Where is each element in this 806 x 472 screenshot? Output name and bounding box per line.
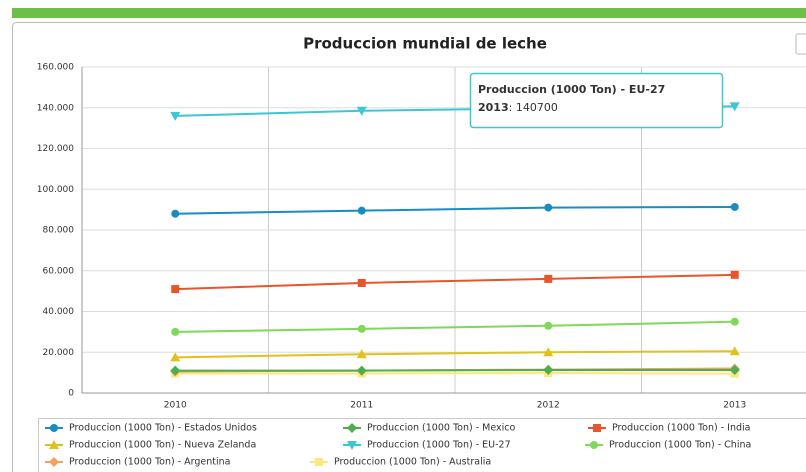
- point: [544, 274, 553, 283]
- y-tick-label: 160.000: [37, 63, 74, 73]
- tooltip-number: 140700: [516, 101, 558, 114]
- point: [170, 352, 181, 362]
- legend-label: Produccion (1000 Ton) - Argentina: [69, 457, 231, 468]
- legend-box: [38, 418, 806, 472]
- series-line: [175, 350, 735, 359]
- tooltip-box: [469, 72, 724, 129]
- legend-label: Produccion (1000 Ton) - Australia: [334, 457, 491, 468]
- panel: [12, 22, 806, 472]
- point: [730, 202, 739, 211]
- series-line: [175, 320, 735, 333]
- point: [730, 270, 739, 279]
- point: [729, 346, 740, 356]
- point: [730, 317, 739, 326]
- legend-label: Produccion (1000 Ton) - Mexico: [367, 423, 516, 434]
- y-tick-label: 0: [68, 389, 74, 399]
- legend-marker: [347, 423, 357, 433]
- legend-label: Produccion (1000 Ton) - Nueva Zelanda: [69, 440, 256, 451]
- series-line: [175, 205, 735, 215]
- y-tick-label: 40.000: [43, 307, 75, 317]
- point: [357, 206, 366, 215]
- menu-button[interactable]: [795, 33, 806, 55]
- x-tick-label: 2011: [350, 401, 373, 411]
- point: [543, 347, 554, 357]
- y-tick-label: 120.000: [37, 144, 74, 154]
- x-tick-label: 2013: [723, 401, 746, 411]
- point: [544, 321, 553, 330]
- point: [356, 365, 367, 376]
- x-tick-label: 2012: [537, 401, 560, 411]
- y-tick-label: 60.000: [43, 266, 75, 276]
- tooltip-category: 2013: [478, 101, 509, 114]
- legend-marker: [49, 440, 59, 449]
- legend-label: Produccion (1000 Ton) - EU-27: [367, 440, 511, 451]
- top-bar: [12, 8, 806, 18]
- point: [357, 278, 366, 287]
- legend-marker: [49, 457, 59, 467]
- y-tick-label: 140.000: [37, 103, 74, 113]
- point: [171, 209, 180, 218]
- tooltip-value: 2013: 140700: [478, 101, 558, 114]
- y-tick-label: 100.000: [37, 185, 74, 195]
- legend-label: Produccion (1000 Ton) - Estados Unidos: [69, 423, 257, 434]
- point: [356, 106, 367, 116]
- y-tick-label: 20.000: [43, 348, 75, 358]
- point: [171, 327, 180, 336]
- point: [544, 203, 553, 212]
- point: [170, 111, 181, 121]
- tooltip-title: Produccion (1000 Ton) - EU-27: [478, 83, 665, 96]
- legend-marker: [347, 441, 357, 450]
- legend-marker: [590, 441, 598, 449]
- series-line: [175, 372, 735, 375]
- series-line: [175, 368, 735, 372]
- legend-label: Produccion (1000 Ton) - India: [612, 423, 750, 434]
- point: [729, 364, 740, 375]
- chart-title: Produccion mundial de leche: [303, 35, 547, 53]
- point: [729, 102, 740, 112]
- point: [170, 365, 181, 376]
- point: [171, 285, 180, 294]
- legend-marker: [50, 424, 58, 432]
- y-tick-label: 80.000: [43, 226, 75, 236]
- point: [357, 324, 366, 333]
- legend-label: Produccion (1000 Ton) - China: [609, 440, 751, 451]
- point: [543, 364, 554, 375]
- series-line: [175, 273, 735, 291]
- legend-marker: [315, 458, 323, 466]
- point: [356, 349, 367, 359]
- legend-marker: [593, 424, 601, 432]
- x-tick-label: 2010: [164, 401, 187, 411]
